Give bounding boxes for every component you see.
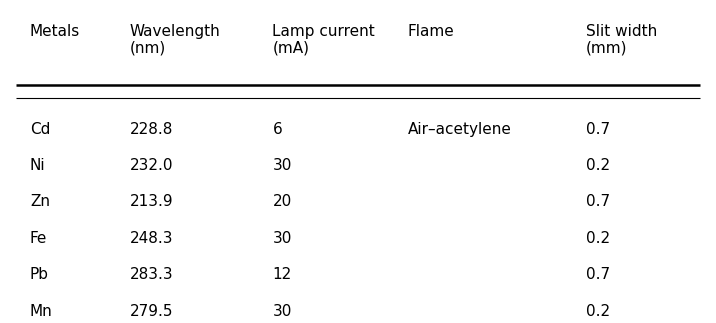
Text: Lamp current
(mA): Lamp current (mA) <box>272 24 375 56</box>
Text: Cd: Cd <box>30 122 50 137</box>
Text: 30: 30 <box>272 231 292 246</box>
Text: Mn: Mn <box>30 304 53 318</box>
Text: 0.7: 0.7 <box>586 122 610 137</box>
Text: Air–acetylene: Air–acetylene <box>408 122 512 137</box>
Text: 279.5: 279.5 <box>130 304 173 318</box>
Text: Fe: Fe <box>30 231 47 246</box>
Text: 283.3: 283.3 <box>130 267 173 282</box>
Text: 0.7: 0.7 <box>586 267 610 282</box>
Text: Flame: Flame <box>408 24 455 38</box>
Text: 232.0: 232.0 <box>130 158 173 173</box>
Text: 0.7: 0.7 <box>586 194 610 209</box>
Text: 0.2: 0.2 <box>586 231 610 246</box>
Text: Ni: Ni <box>30 158 46 173</box>
Text: 30: 30 <box>272 158 292 173</box>
Text: 12: 12 <box>272 267 291 282</box>
Text: 0.2: 0.2 <box>586 158 610 173</box>
Text: 30: 30 <box>272 304 292 318</box>
Text: 213.9: 213.9 <box>130 194 173 209</box>
Text: Wavelength
(nm): Wavelength (nm) <box>130 24 221 56</box>
Text: 248.3: 248.3 <box>130 231 173 246</box>
Text: Slit width
(mm): Slit width (mm) <box>586 24 657 56</box>
Text: Pb: Pb <box>30 267 49 282</box>
Text: 228.8: 228.8 <box>130 122 173 137</box>
Text: 0.2: 0.2 <box>586 304 610 318</box>
Text: 6: 6 <box>272 122 282 137</box>
Text: Metals: Metals <box>30 24 80 38</box>
Text: Zn: Zn <box>30 194 50 209</box>
Text: 20: 20 <box>272 194 291 209</box>
